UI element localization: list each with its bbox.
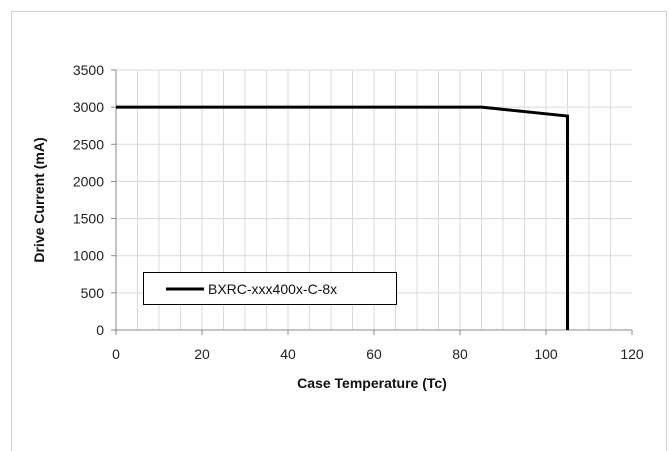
y-tick-label: 500 — [81, 285, 105, 301]
x-tick-label: 40 — [280, 346, 296, 362]
series-group — [116, 105, 569, 330]
legend-entry-label: BXRC-xxx400x-C-8x — [208, 281, 337, 297]
x-tick-label: 60 — [366, 346, 382, 362]
x-tick-label: 120 — [620, 346, 644, 362]
y-tick-labels: 0 500 1000 1500 2000 2500 3000 3500 — [73, 62, 116, 338]
legend: BXRC-xxx400x-C-8x — [143, 272, 397, 305]
y-tick-label: 1500 — [73, 211, 104, 227]
y-tick-label: 2000 — [73, 173, 104, 189]
x-tick-label: 20 — [194, 346, 210, 362]
y-axis-label: Drive Current (mA) — [31, 137, 47, 262]
chart-frame — [11, 11, 667, 451]
x-axis-label: Case Temperature (Tc) — [297, 375, 447, 391]
y-tick-label: 3500 — [73, 62, 104, 78]
x-tick-labels: 0 20 40 60 80 100 120 — [112, 330, 644, 362]
y-tick-label: 1000 — [73, 248, 104, 264]
x-tick-label: 100 — [534, 346, 558, 362]
y-tick-label: 3000 — [73, 99, 104, 115]
y-tick-label: 0 — [96, 322, 104, 338]
x-tick-label: 80 — [452, 346, 468, 362]
y-tick-label: 2500 — [73, 136, 104, 152]
x-tick-label: 0 — [112, 346, 120, 362]
series-line-0 — [116, 105, 569, 330]
